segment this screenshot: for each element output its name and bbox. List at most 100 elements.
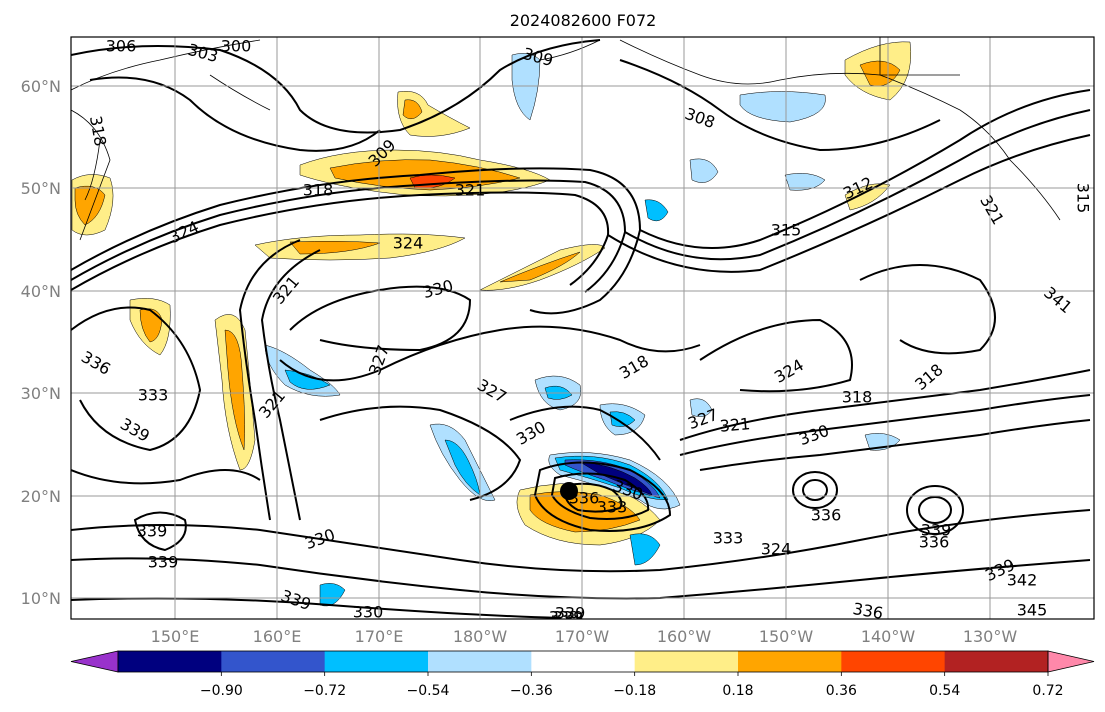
positive-anomaly-westcoast-core [74, 185, 106, 226]
contour-north-2 [89, 76, 381, 152]
lon-tick-label: 150°W [759, 627, 814, 646]
lat-tick-label: 50°N [21, 179, 61, 198]
colorbar-tick-label: 0.72 [1032, 683, 1063, 699]
contour-label: 330 [353, 603, 384, 622]
lon-tick-label: 180°W [453, 627, 508, 646]
colorbar-extend-low [70, 650, 119, 673]
contour-high-3 [906, 485, 965, 535]
lon-tick-label: 130°W [963, 627, 1018, 646]
colorbar-tick-label: 0.54 [929, 683, 960, 699]
colorbar-frame [117, 650, 1049, 673]
colorbar-segment [944, 651, 1049, 672]
contour-mid-1 [319, 405, 522, 501]
contour-label: 315 [1074, 183, 1093, 214]
lon-tick-label: 140°W [861, 627, 916, 646]
contour-label: 342 [1007, 571, 1038, 590]
colorbar-segment [324, 651, 429, 672]
negative-anomaly-small-6 [784, 173, 826, 191]
positive-anomaly-small-1-core [139, 308, 163, 343]
colorbar-segment [428, 651, 532, 672]
contour-label: 321 [455, 181, 486, 200]
lat-tick-label: 30°N [21, 384, 61, 403]
contour-label: 345 [1017, 601, 1048, 620]
gridlines [71, 37, 1094, 619]
contours [71, 39, 1091, 619]
positive-anomaly-band-core [499, 251, 581, 283]
colorbar-segment [531, 651, 636, 672]
contour-label: 339 [137, 522, 168, 541]
lon-tick-label: 170°E [355, 627, 404, 646]
positive-anomaly-mid-core [289, 240, 381, 255]
colorbar-segment [841, 651, 946, 672]
contour-storm-3 [563, 482, 623, 513]
colorbar-segment [738, 651, 842, 672]
contour-label: 339 [553, 608, 584, 627]
negative-anomaly-south-3 [319, 583, 346, 607]
contour-label: 333 [597, 498, 628, 517]
contour-label: 321 [719, 414, 751, 436]
contour-label: 318 [842, 388, 873, 407]
negative-anomaly-north [511, 53, 541, 121]
colorbar-extend-high [1047, 650, 1095, 673]
contour-sw [71, 469, 261, 485]
contour-ridge-1 [289, 285, 472, 352]
lat-tick-label: 60°N [21, 77, 61, 96]
colorbar-tick-label: 0.18 [722, 683, 753, 699]
contour-label: 300 [221, 37, 252, 56]
contour-high-5 [133, 511, 187, 552]
negative-anomaly-small-5 [644, 199, 669, 222]
contour-trough-1 [238, 239, 301, 521]
map-title: 2024082600 F072 [510, 11, 657, 30]
contour-label: 333 [713, 529, 744, 548]
contour-label: 315 [771, 221, 802, 240]
coastline-alaska [619, 39, 1061, 221]
lat-tick-label: 20°N [21, 487, 61, 506]
contour-south-1 [71, 509, 1091, 573]
colorbar: −0.90 −0.72 −0.54 −0.36 −0.18 0.18 0.36 0.54 0.7… [70, 650, 1095, 699]
negative-anomaly-small-4 [689, 158, 719, 183]
map-frame [70, 36, 1095, 620]
axis-ticks: 10°N 20°N 30°N 40°N 50°N 60°N 150°E 160°E 170°E 1… [21, 77, 1018, 646]
contour-ridge-2 [279, 325, 701, 382]
contour-west-low [71, 306, 202, 452]
negative-anomaly-south-2 [629, 533, 661, 566]
colorbar-segment [634, 651, 739, 672]
contour-label: 336 [811, 506, 842, 525]
contour-label: 336 [851, 599, 884, 623]
lat-tick-label: 10°N [21, 589, 61, 608]
contour-label: 333 [138, 386, 169, 405]
contour-high-4 [918, 496, 953, 524]
positive-anomaly-trough-core [224, 329, 245, 451]
contour-east-2 [679, 394, 1091, 456]
contour-label: 306 [106, 37, 137, 56]
lat-tick-label: 40°N [21, 282, 61, 301]
contour-label: 324 [761, 540, 792, 559]
contour-north-3 [619, 59, 941, 152]
contour-jet-2 [71, 179, 627, 293]
coastline-canada [879, 37, 960, 76]
contour-label: 336 [919, 533, 950, 552]
colorbar-tick-label: −0.90 [200, 683, 243, 699]
contour-storm-2 [550, 472, 650, 520]
contour-label: 318 [303, 181, 334, 200]
colorbar-segment [118, 651, 222, 672]
contour-north-1 [71, 39, 601, 134]
contour-trough-2 [260, 249, 321, 521]
storm-center-marker [560, 482, 578, 500]
contour-south-2 [71, 557, 1091, 600]
colorbar-tick-label: −0.72 [303, 683, 346, 699]
colorbar-tick-label: 0.36 [826, 683, 857, 699]
contour-jet-1 [71, 167, 642, 315]
lon-tick-label: 160°E [253, 627, 302, 646]
contour-east-ridge-2 [859, 264, 996, 355]
lon-tick-label: 160°W [657, 627, 712, 646]
colorbar-tick-label: −0.36 [510, 683, 553, 699]
colorbar-tick-label: −0.18 [613, 683, 656, 699]
contour-storm-1 [533, 461, 672, 532]
contour-label: 339 [921, 521, 952, 540]
lon-tick-label: 170°W [555, 627, 610, 646]
contour-label: 324 [393, 234, 424, 253]
contour-label: 339 [549, 608, 580, 627]
